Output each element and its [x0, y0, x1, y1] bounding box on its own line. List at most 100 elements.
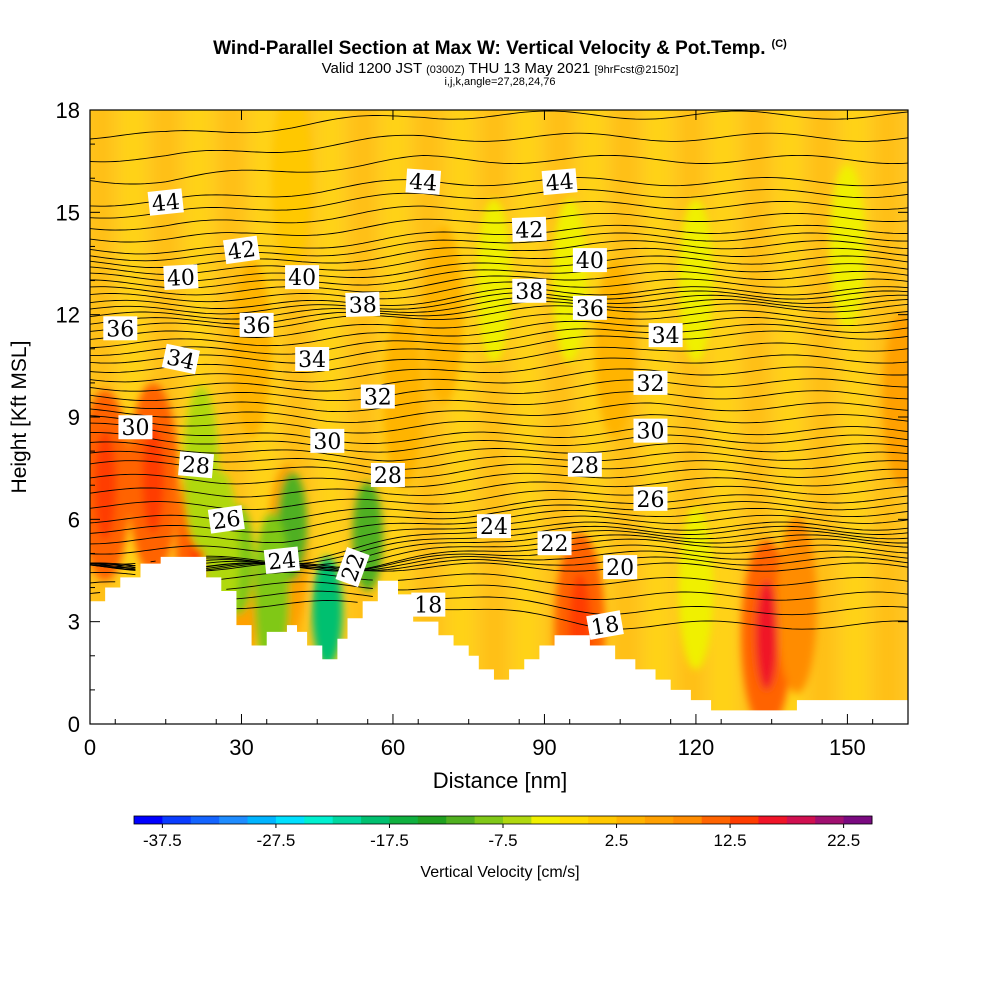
isentrope: [90, 212, 908, 243]
velocity-cell: [755, 580, 778, 690]
x-tick-label: 0: [84, 735, 96, 760]
isentrope: [90, 441, 908, 462]
velocity-cell: [271, 110, 313, 267]
isentrope-label-text: 20: [606, 556, 634, 581]
velocity-streak: [514, 110, 539, 724]
colorbar-swatch: [758, 816, 788, 824]
isentrope-label-text: 28: [181, 453, 211, 480]
colorbar-swatch: [673, 816, 703, 824]
velocity-streak: [646, 110, 671, 724]
isentrope-label: 36: [239, 312, 274, 339]
isentrope: [90, 310, 908, 340]
isentrope: [90, 460, 908, 479]
isentrope: [90, 189, 908, 219]
colorbar-swatch: [730, 816, 759, 824]
isentrope-label: 28: [567, 452, 602, 479]
isentrope-label: 30: [633, 418, 668, 445]
colorbar-swatch: [474, 816, 504, 824]
isentrope-label: 42: [511, 216, 547, 244]
colorbar-swatch: [446, 816, 476, 824]
y-tick-label: 6: [68, 507, 80, 532]
isentrope: [90, 414, 908, 434]
isentrope-label-text: 30: [313, 430, 341, 455]
y-tick-label: 12: [56, 303, 80, 328]
isentrope: [90, 177, 908, 207]
colorbar-swatch: [701, 816, 731, 824]
y-tick-label: 18: [56, 98, 80, 123]
isentrope-label: 40: [285, 265, 320, 291]
colorbar-tick-label: -7.5: [488, 831, 517, 850]
colorbar-swatch: [389, 816, 419, 824]
x-tick-label: 150: [829, 735, 866, 760]
isentrope-label-text: 30: [636, 420, 664, 445]
isentrope: [90, 270, 908, 296]
colorbar-tick-label: -37.5: [143, 831, 182, 850]
velocity-cell: [94, 430, 117, 540]
isentrope-label-text: 40: [576, 249, 604, 274]
velocity-cell: [382, 311, 424, 489]
isentrope: [90, 278, 908, 303]
isentrope: [90, 247, 908, 275]
isentrope-label-text: 34: [298, 348, 326, 373]
isentrope-label-text: 36: [243, 314, 271, 339]
isentrope-label: 38: [512, 278, 547, 305]
isentrope: [90, 290, 908, 315]
isentrope-label-text: 22: [541, 532, 569, 557]
isentrope-label: 32: [360, 384, 395, 411]
x-tick-label: 30: [229, 735, 253, 760]
isentrope-label-text: 44: [408, 170, 438, 197]
isentrope-label-text: 36: [576, 297, 604, 322]
isentrope: [90, 378, 908, 402]
isentrope: [90, 521, 908, 565]
isentrope: [90, 200, 908, 231]
isentrope-label: 34: [161, 343, 201, 376]
colorbar-swatch: [332, 816, 362, 824]
colorbar-swatch: [190, 816, 220, 824]
isentrope: [90, 154, 908, 185]
velocity-streak: [449, 110, 474, 724]
isentrope-label-text: 18: [414, 594, 442, 619]
isentrope: [90, 354, 908, 383]
velocity-cell: [882, 311, 908, 489]
isentrope-label: 36: [572, 295, 607, 322]
colorbar-tick-label: -17.5: [370, 831, 409, 850]
isentrope-label-text: 44: [545, 169, 575, 196]
colorbar-swatch: [361, 816, 390, 824]
isentrope-label-text: 24: [480, 515, 508, 540]
isentrope-label-text: 44: [151, 190, 181, 218]
isentrope-label: 44: [405, 168, 442, 197]
isentrope: [90, 303, 908, 332]
isentrope-label: 26: [633, 486, 668, 513]
isentrope-label-text: 42: [515, 218, 544, 244]
colorbar-swatch: [588, 816, 618, 824]
velocity-cell: [142, 423, 165, 533]
isentrope-label: 30: [118, 415, 153, 441]
isentrope-label: 24: [476, 514, 511, 540]
velocity-streak: [711, 110, 736, 724]
velocity-cell: [829, 164, 866, 329]
isentrope-label: 32: [633, 370, 668, 397]
isentrope: [90, 110, 908, 140]
isentrope-label-text: 18: [589, 612, 621, 641]
colorbar-swatch: [503, 816, 532, 824]
isentrope: [90, 132, 908, 163]
isentrope-label: 24: [263, 546, 301, 576]
chart-title: Wind-Parallel Section at Max W: Vertical…: [213, 38, 787, 59]
x-tick-label: 60: [381, 735, 405, 760]
isentrope: [90, 286, 908, 309]
isentrope-label-text: 32: [364, 386, 392, 411]
colorbar-tick-label: 12.5: [714, 831, 747, 850]
isentrope-label-text: 28: [571, 454, 599, 479]
isentrope-label: 44: [541, 168, 578, 197]
isentrope-label-text: 36: [106, 317, 134, 342]
velocity-cell: [776, 515, 818, 694]
colorbar-tick-label: 22.5: [827, 831, 860, 850]
isentrope: [90, 299, 908, 325]
isentrope: [90, 255, 908, 282]
isentrope-label: 20: [603, 555, 638, 581]
x-axis-label: Distance [nm]: [432, 768, 568, 793]
x-tick-label: 120: [678, 735, 715, 760]
y-tick-label: 15: [56, 200, 80, 225]
isentrope-label: 30: [310, 428, 345, 455]
terrain: [90, 556, 908, 724]
